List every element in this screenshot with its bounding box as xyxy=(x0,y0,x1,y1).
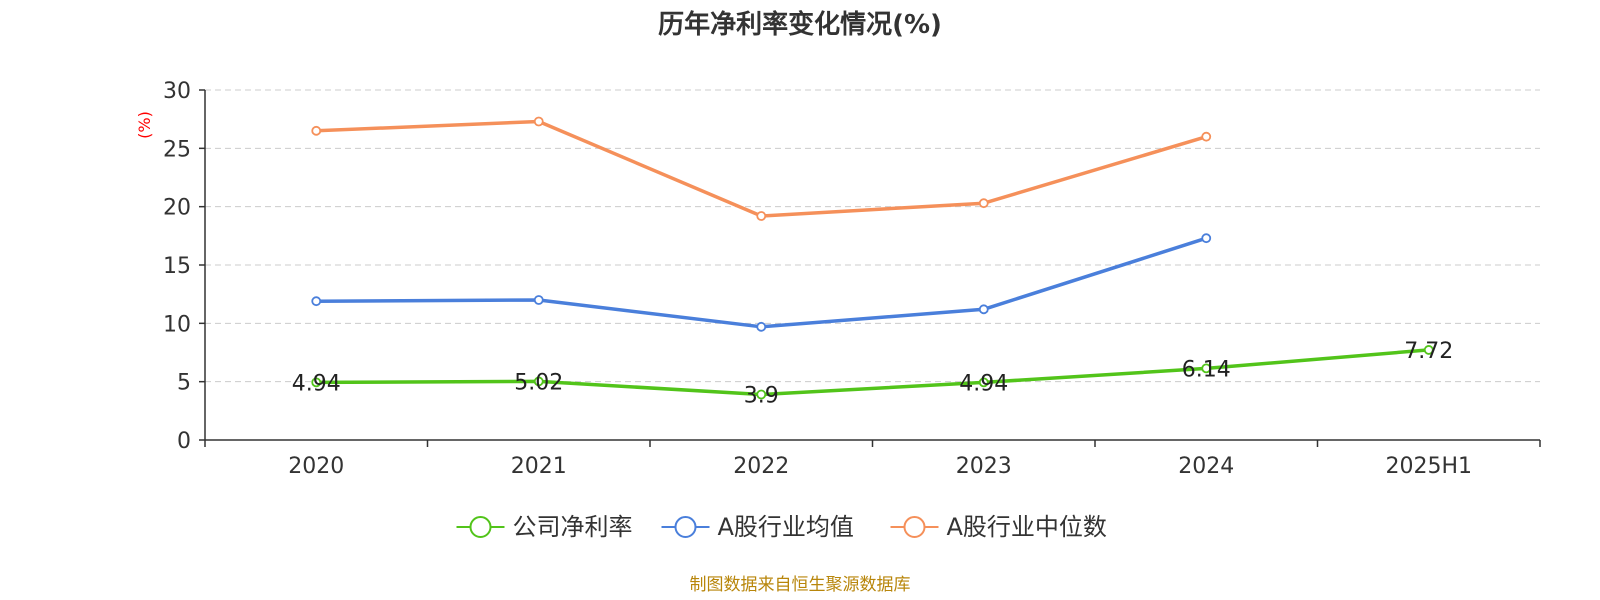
legend-marker-icon xyxy=(674,516,697,538)
legend-marker-icon xyxy=(469,516,492,538)
legend-item[interactable]: A股行业中位数 xyxy=(890,513,1107,541)
data-point[interactable] xyxy=(756,211,767,221)
x-tick-label: 2023 xyxy=(956,454,1012,479)
data-label: 6.14 xyxy=(1182,357,1231,382)
legend[interactable]: 公司净利率 A股行业均值 A股行业中位数 xyxy=(456,513,1107,541)
data-point[interactable] xyxy=(533,295,544,305)
y-tick-label: 30 xyxy=(163,79,191,104)
legend-item[interactable]: 公司净利率 xyxy=(456,513,633,541)
x-tick-label: 2025H1 xyxy=(1385,454,1472,479)
x-tick-label: 2022 xyxy=(733,454,789,479)
legend-marker-icon xyxy=(903,516,926,538)
data-point[interactable] xyxy=(978,198,989,209)
data-point[interactable] xyxy=(311,125,322,136)
legend-item[interactable]: A股行业均值 xyxy=(661,513,854,541)
source-note: 制图数据来自恒生聚源数据库 xyxy=(690,575,911,595)
grid-lines xyxy=(205,89,1540,383)
data-point[interactable] xyxy=(311,296,322,307)
data-point[interactable] xyxy=(533,376,544,387)
x-tick-label: 2024 xyxy=(1178,454,1234,479)
x-tick-label: 2020 xyxy=(288,454,344,479)
x-tick-label: 2021 xyxy=(511,454,567,479)
data-point[interactable] xyxy=(1423,345,1434,355)
legend-label: 公司净利率 xyxy=(513,513,633,541)
legend-label: A股行业中位数 xyxy=(947,513,1107,541)
y-tick-label: 25 xyxy=(163,137,191,162)
y-tick-label: 10 xyxy=(163,312,191,337)
data-point[interactable] xyxy=(1201,131,1212,142)
data-point[interactable] xyxy=(533,116,544,127)
data-point[interactable] xyxy=(1201,233,1212,244)
y-tick-label: 5 xyxy=(177,371,191,396)
data-point[interactable] xyxy=(756,321,767,332)
data-point[interactable] xyxy=(756,389,767,400)
y-axis-unit-label: (%) xyxy=(135,111,154,139)
series-line xyxy=(314,348,1431,397)
axes: 0 5 10 15 20 25 30 2020 2021 2022 2023 2024 2025H1 xyxy=(163,79,1541,479)
legend-label: A股行业均值 xyxy=(718,513,854,541)
data-point[interactable] xyxy=(1201,363,1212,374)
y-tick-label: 0 xyxy=(177,429,191,454)
data-point[interactable] xyxy=(978,304,989,315)
y-tick-label: 20 xyxy=(163,196,191,221)
series-line xyxy=(314,119,1209,218)
chart-title: 历年净利率变化情况(%) xyxy=(658,9,942,40)
series-line xyxy=(314,236,1209,329)
y-tick-label: 15 xyxy=(163,254,191,279)
data-point[interactable] xyxy=(311,377,322,388)
data-labels: 4.94 5.02 3.9 4.94 6.14 7.72 xyxy=(292,339,1453,409)
data-label: 3.9 xyxy=(744,384,779,409)
data-label: 5.02 xyxy=(514,370,563,395)
data-label: 4.94 xyxy=(292,371,341,396)
data-point[interactable] xyxy=(978,377,989,388)
series-lines xyxy=(311,116,1434,400)
data-label: 4.94 xyxy=(959,371,1008,396)
data-label: 7.72 xyxy=(1404,339,1453,364)
